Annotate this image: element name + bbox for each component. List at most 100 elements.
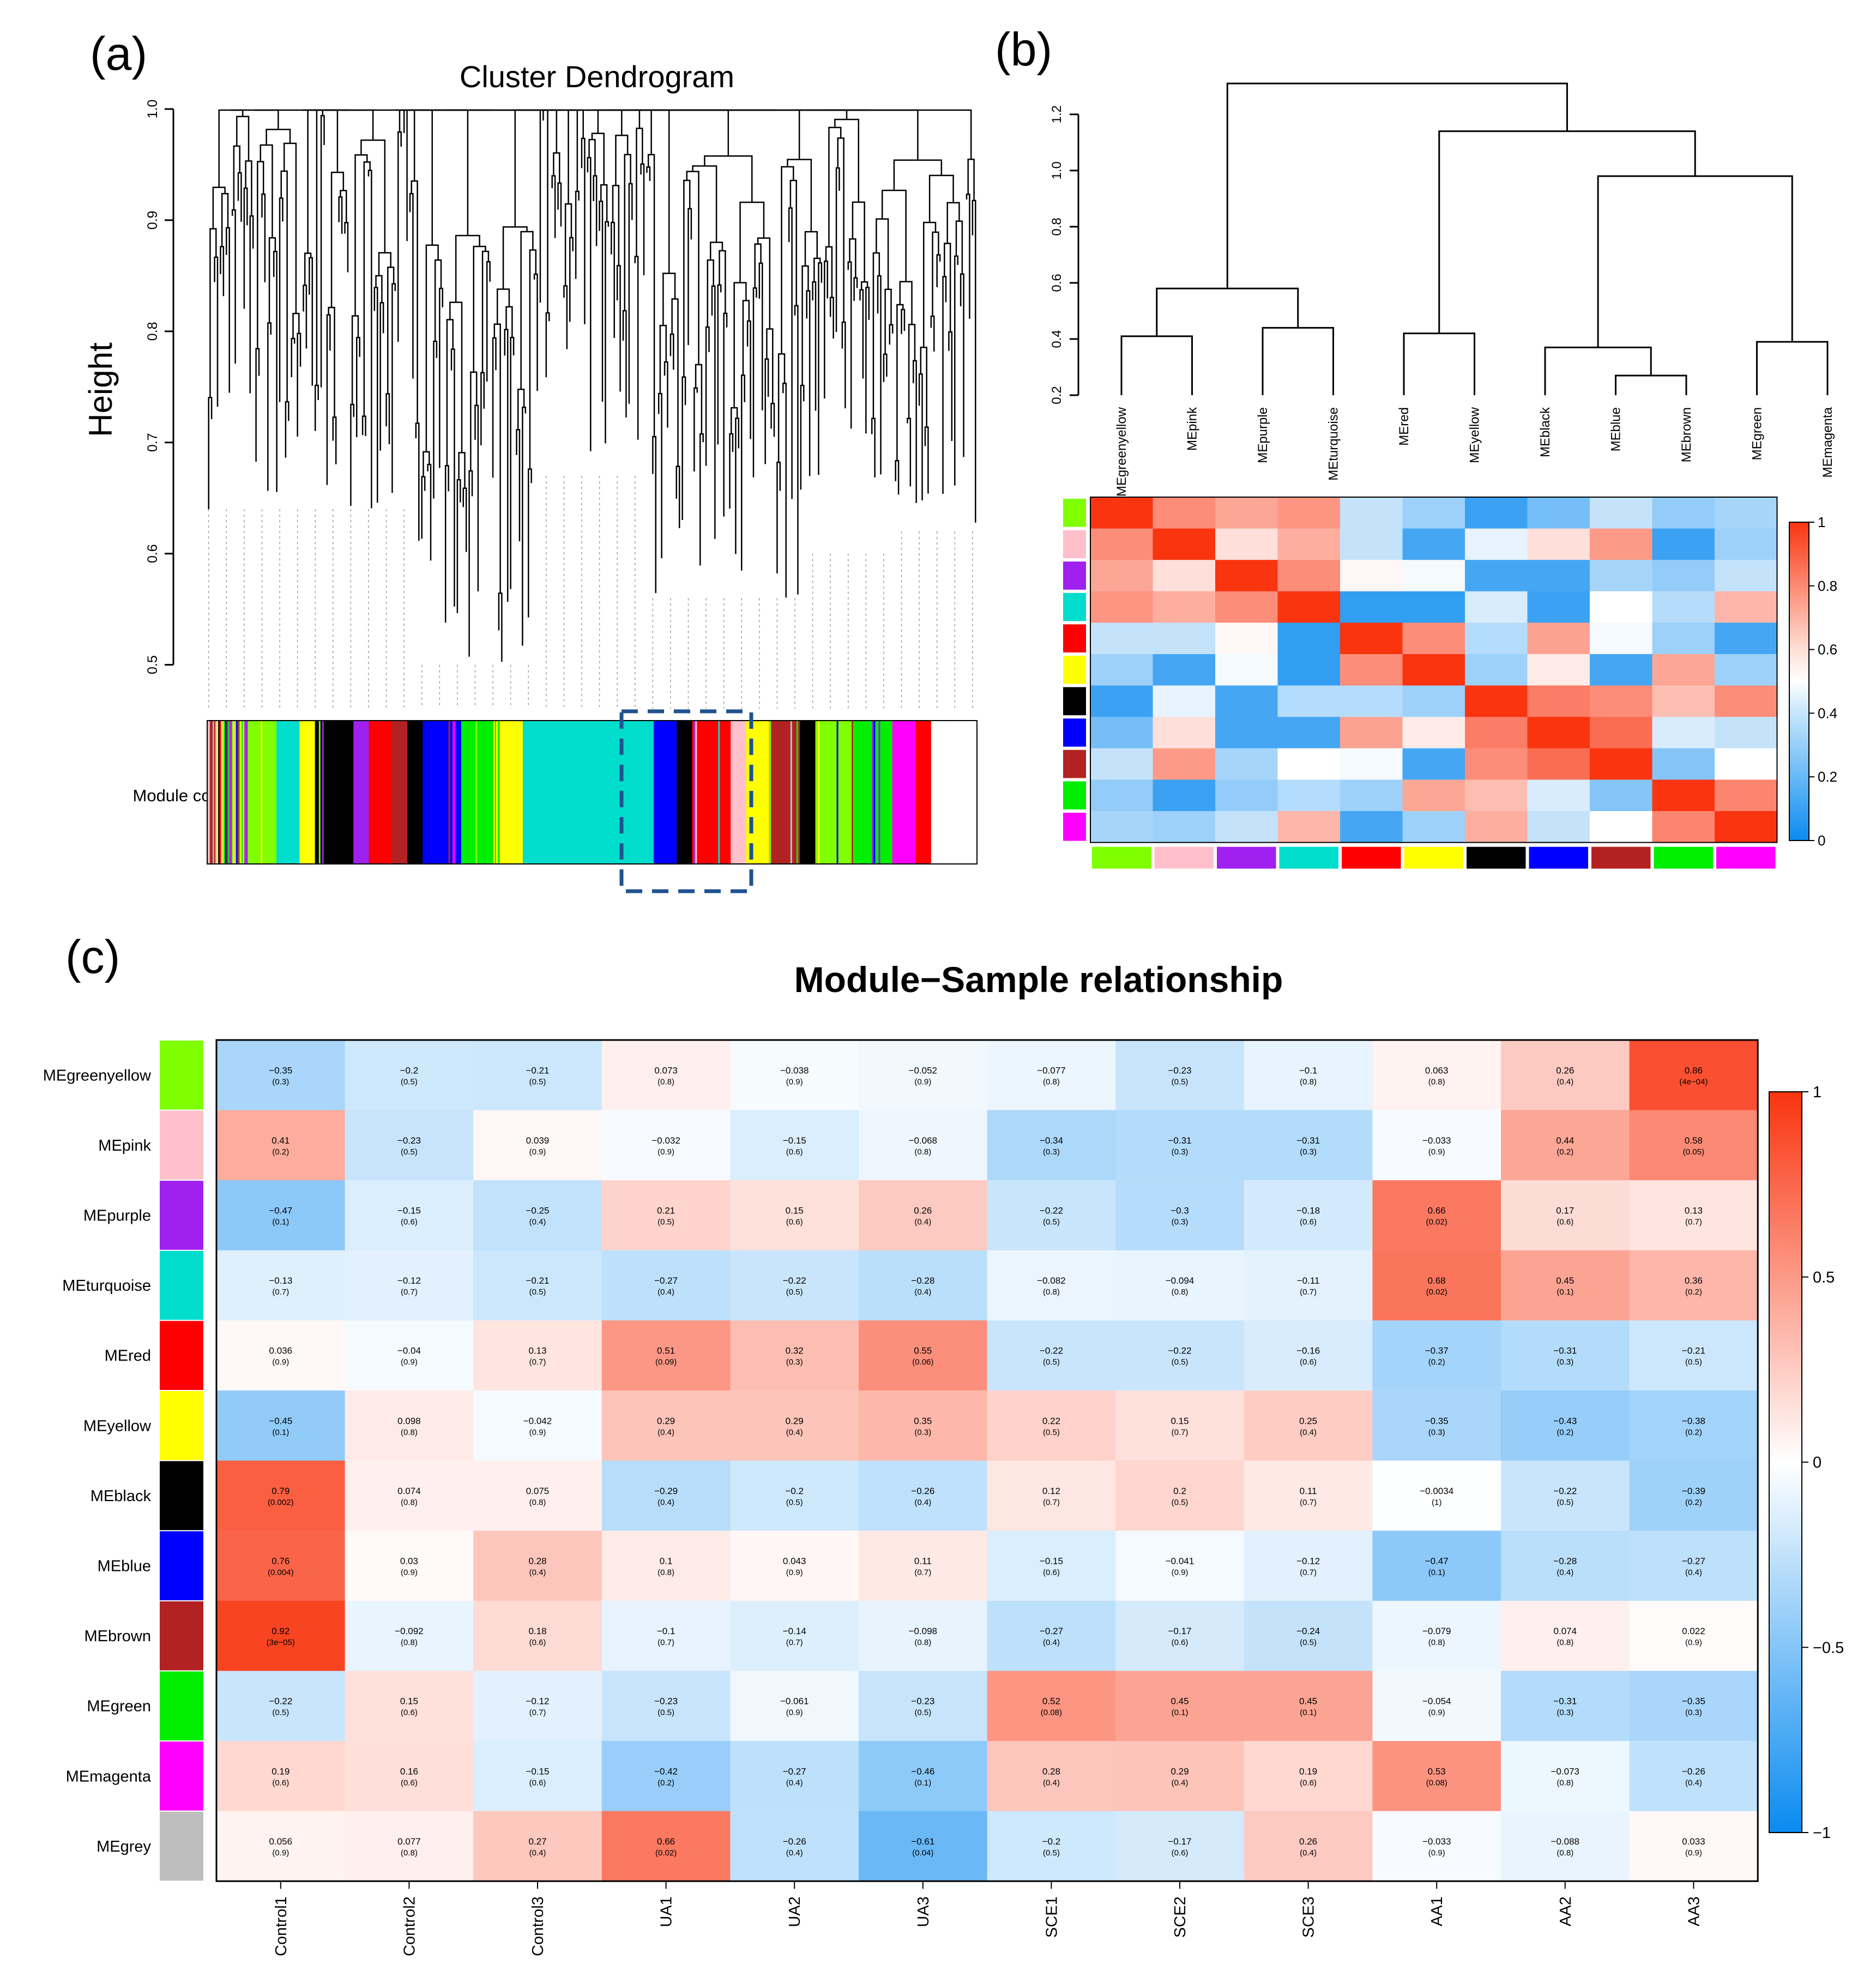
- dendrogram-branch: [403, 109, 408, 241]
- dendrogram-branch: [385, 393, 390, 444]
- correlation-value: −0.24: [1296, 1626, 1320, 1636]
- correlation-value: −0.1: [657, 1626, 675, 1636]
- adjacency-cell: [1277, 748, 1341, 780]
- dendrogram-branch: [645, 109, 670, 274]
- adjacency-cell: [1715, 779, 1778, 812]
- correlation-cell: [730, 1040, 859, 1111]
- correlation-cell: [601, 1531, 731, 1601]
- adjacency-cell: [1277, 654, 1341, 686]
- adjacency-cell: [1215, 779, 1278, 812]
- correlation-cell: [730, 1741, 859, 1812]
- dendrogram-branch: [444, 465, 449, 623]
- p-value: (0.5): [272, 1708, 289, 1718]
- correlation-value: 0.58: [1685, 1135, 1703, 1146]
- dendrogram-branch: [776, 461, 781, 574]
- adjacency-cell: [1277, 685, 1341, 717]
- dendrogram-branch: [354, 154, 368, 316]
- col-swatch-memagenta: [1716, 847, 1776, 869]
- adjacency-cell: [1402, 748, 1465, 780]
- correlation-value: −0.16: [1296, 1346, 1320, 1356]
- dendrogram-branch: [449, 301, 463, 453]
- correlation-value: 0.19: [272, 1766, 289, 1776]
- p-value: (0.6): [1172, 1638, 1189, 1647]
- p-value: (0.7): [401, 1287, 418, 1297]
- correlation-value: −0.31: [1296, 1135, 1320, 1146]
- adjacency-cell: [1715, 622, 1778, 655]
- correlation-cell: [859, 1671, 988, 1742]
- correlation-value: −0.45: [269, 1416, 292, 1426]
- dendrogram-branch: [516, 429, 521, 541]
- correlation-cell: [345, 1320, 474, 1391]
- dendrogram-branch: [757, 237, 771, 329]
- dendrogram-branch: [456, 479, 461, 613]
- y-tick-label: 0.6: [1049, 274, 1064, 292]
- correlation-cell: [601, 1600, 731, 1671]
- adjacency-cell: [1277, 497, 1341, 529]
- correlation-cell: [1372, 1531, 1501, 1601]
- correlation-cell: [1501, 1180, 1630, 1251]
- adjacency-cell: [1652, 811, 1715, 843]
- correlation-value: −0.43: [1553, 1416, 1577, 1426]
- dendrogram-branch: [704, 155, 753, 203]
- adjacency-cell: [1715, 717, 1778, 749]
- dendrogram-branch: [711, 285, 716, 539]
- adjacency-cell: [1153, 528, 1216, 560]
- adjacency-cell: [1090, 622, 1154, 655]
- y-tick-label: 1.0: [1049, 161, 1064, 179]
- adjacency-cell: [1402, 528, 1465, 560]
- module-color-segment: [653, 721, 677, 864]
- module-color-segment: [423, 721, 462, 864]
- correlation-cell: [1244, 1460, 1373, 1531]
- adjacency-cell: [1715, 748, 1778, 780]
- module-color-stripe: [214, 721, 216, 864]
- adjacency-cell: [1090, 717, 1154, 749]
- correlation-cell: [987, 1741, 1116, 1812]
- leaf-label-memagenta: MEmagenta: [1820, 407, 1835, 477]
- leaf-label-meyellow: MEyellow: [1468, 407, 1482, 463]
- module-color-segment: [499, 721, 523, 864]
- module-color-stripe: [769, 721, 771, 864]
- adjacency-colorbar: 1 0.8 0.6 0.4 0.2 0: [1789, 514, 1837, 849]
- dendrogram-branch: [966, 194, 970, 319]
- dendrogram-branch: [533, 273, 538, 391]
- module-color-segment: [276, 721, 300, 864]
- correlation-value: −0.27: [783, 1766, 806, 1776]
- adjacency-cell: [1090, 560, 1154, 592]
- dendrogram-branch: [640, 163, 645, 275]
- col-label-ua3: UA3: [915, 1896, 932, 1927]
- correlation-value: −0.25: [526, 1206, 549, 1216]
- p-value: (0.3): [1428, 1428, 1445, 1437]
- adjacency-cell: [1153, 654, 1216, 686]
- dendrogram-branch: [279, 197, 283, 402]
- correlation-value: −0.22: [1553, 1486, 1577, 1496]
- dendrogram-branch: [273, 251, 278, 492]
- y-tick-label: 0.9: [145, 211, 160, 230]
- correlation-value: 0.077: [397, 1836, 421, 1847]
- correlation-value: −0.26: [911, 1486, 934, 1496]
- p-value: (0.4): [786, 1428, 803, 1437]
- adjacency-cell: [1527, 591, 1590, 623]
- col-label-sce2: SCE2: [1172, 1896, 1189, 1938]
- correlation-colorbar: 1 0.5 0 −0.5 −1: [1769, 1084, 1844, 1842]
- dendrogram-branch: [798, 109, 848, 160]
- correlation-value: 0.26: [914, 1206, 932, 1216]
- eigengene-branch: [1756, 341, 1829, 395]
- correlation-cell: [1501, 1250, 1630, 1321]
- dendrogram-branch: [699, 433, 704, 566]
- dendrogram-branch: [480, 372, 485, 445]
- adjacency-cell: [1402, 591, 1465, 623]
- p-value: (0.5): [786, 1498, 803, 1507]
- dendrogram-branch: [266, 129, 291, 146]
- correlation-cell: [1115, 1531, 1245, 1601]
- correlation-value: 0.29: [1171, 1766, 1189, 1776]
- correlation-value: −0.27: [1682, 1556, 1705, 1567]
- correlation-value: −0.2: [785, 1486, 804, 1496]
- dendrogram-branch: [502, 226, 528, 289]
- row-label-megreenyellow: MEgreenyellow: [43, 1067, 152, 1084]
- adjacency-cell: [1465, 685, 1528, 717]
- p-value: (0.5): [1300, 1638, 1317, 1647]
- correlation-value: −0.052: [909, 1065, 937, 1075]
- correlation-cell: [859, 1250, 988, 1321]
- eigengene-dendrogram-y-axis: 0.2 0.4 0.6 0.8 1.0 1.2: [1049, 105, 1079, 404]
- adjacency-cell: [1402, 811, 1465, 843]
